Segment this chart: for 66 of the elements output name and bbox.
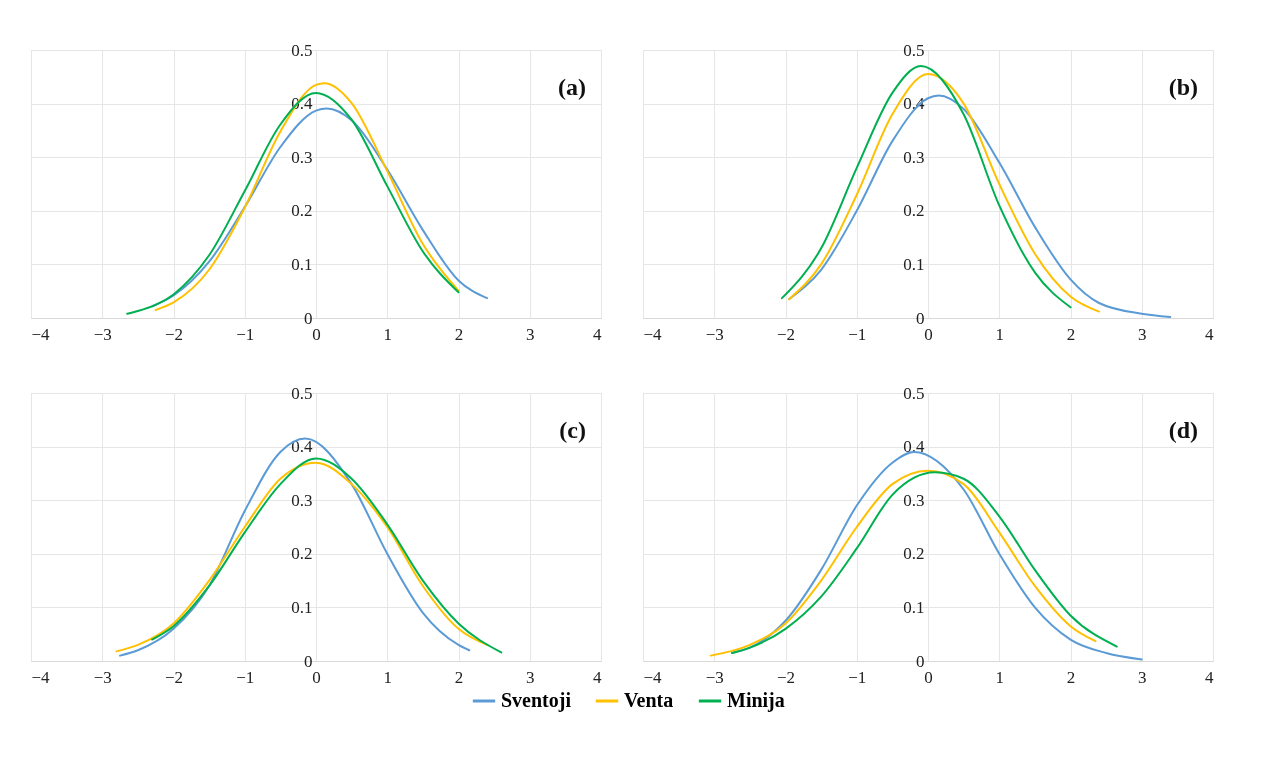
- x-tick-label: 4: [593, 324, 602, 344]
- y-tick-label: 0.5: [291, 40, 313, 60]
- x-tick-label: −4: [31, 324, 51, 344]
- x-tick-label: 1: [383, 324, 392, 344]
- x-tick-label: −1: [236, 324, 255, 344]
- y-tick-label: 0.5: [903, 383, 925, 403]
- x-tick-label: 2: [1066, 324, 1076, 344]
- x-tick-label: −3: [705, 324, 724, 344]
- annotation: (c): [559, 417, 586, 443]
- y-tick-label: 0.2: [291, 544, 313, 564]
- line-series: [151, 457, 503, 654]
- legend-label: Minija: [727, 689, 785, 712]
- x-tick-label: −3: [705, 667, 724, 687]
- y-tick-label: 0.1: [291, 254, 313, 274]
- legend-label: Venta: [624, 689, 674, 711]
- y-tick-label: 0.1: [903, 254, 925, 274]
- x-tick-label: −1: [236, 667, 255, 687]
- x-tick-label: 1: [995, 324, 1004, 344]
- x-tick-label: −1: [848, 667, 867, 687]
- y-tick-label: 0.1: [903, 597, 925, 617]
- y-tick-label: 0.1: [291, 597, 313, 617]
- y-tick-label: 0.3: [903, 147, 925, 167]
- x-tick-label: 3: [1138, 667, 1147, 687]
- x-tick-label: −3: [93, 324, 112, 344]
- y-tick-label: 0: [304, 308, 313, 328]
- x-tick-label: 4: [1205, 667, 1214, 687]
- annotation: (d): [1168, 417, 1198, 443]
- x-tick-label: −4: [31, 667, 51, 687]
- legend-label: Sventoji: [501, 689, 572, 712]
- x-tick-label: 3: [1138, 324, 1147, 344]
- x-tick-label: −2: [776, 667, 796, 687]
- x-tick-label: −2: [776, 324, 796, 344]
- y-tick-label: 0.2: [903, 201, 925, 221]
- annotation: (a): [558, 74, 586, 100]
- y-tick-label: 0.3: [903, 490, 925, 510]
- y-tick-label: 0.4: [291, 437, 313, 457]
- x-tick-label: 3: [526, 667, 535, 687]
- x-tick-label: 1: [995, 667, 1004, 687]
- x-tick-label: 2: [454, 667, 464, 687]
- y-tick-label: 0: [304, 651, 313, 671]
- x-tick-label: 3: [526, 324, 535, 344]
- y-tick-label: 0: [916, 308, 925, 328]
- x-tick-label: −2: [164, 324, 184, 344]
- x-tick-label: −4: [643, 667, 663, 687]
- annotation: (b): [1168, 74, 1198, 100]
- y-tick-label: 0.3: [291, 147, 313, 167]
- y-tick-label: 0.2: [291, 201, 313, 221]
- x-tick-label: 4: [1205, 324, 1214, 344]
- line-series: [780, 65, 1072, 309]
- y-tick-label: 0.2: [903, 544, 925, 564]
- line-series: [788, 73, 1100, 313]
- y-tick-label: 0.5: [291, 383, 313, 403]
- y-tick-label: 0: [916, 651, 925, 671]
- y-tick-label: 0.3: [291, 490, 313, 510]
- y-tick-label: 0.5: [903, 40, 925, 60]
- line-series: [119, 437, 471, 657]
- x-tick-label: −1: [848, 324, 867, 344]
- x-tick-label: −3: [93, 667, 112, 687]
- x-tick-label: 2: [1066, 667, 1076, 687]
- line-series: [115, 461, 488, 653]
- x-tick-label: −2: [164, 667, 184, 687]
- x-tick-label: 4: [593, 667, 602, 687]
- x-tick-label: 1: [383, 667, 392, 687]
- x-tick-label: 2: [454, 324, 464, 344]
- y-tick-label: 0.4: [903, 437, 925, 457]
- x-tick-label: −4: [643, 324, 663, 344]
